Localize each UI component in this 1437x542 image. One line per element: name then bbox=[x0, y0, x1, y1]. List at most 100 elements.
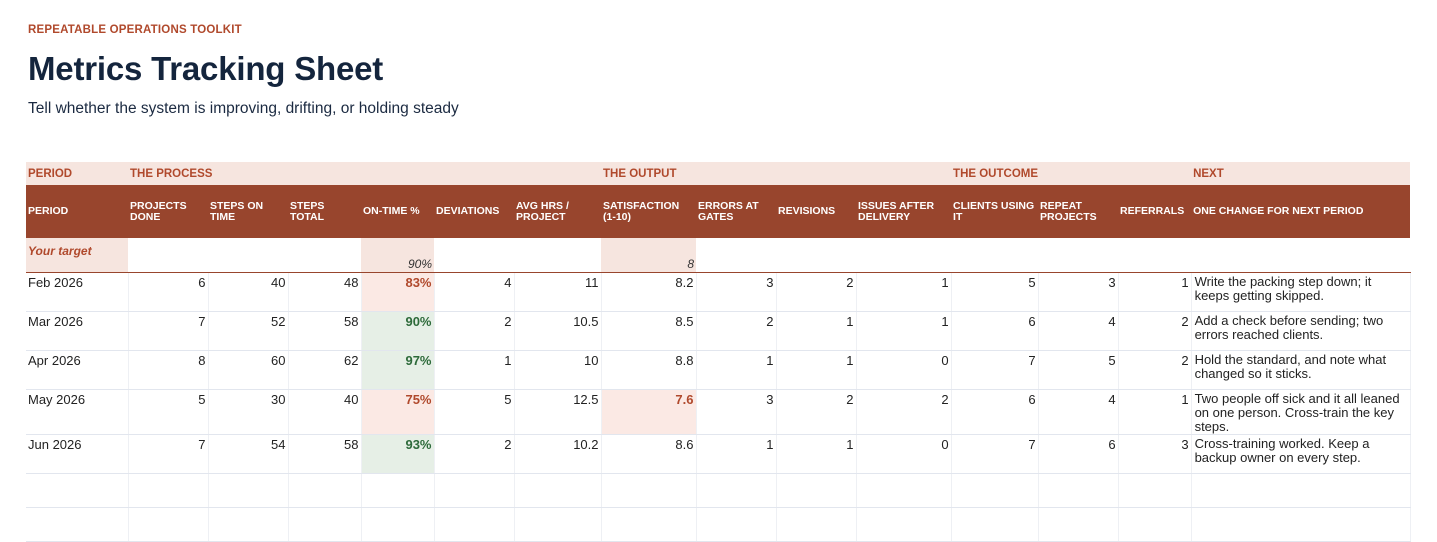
cell-change[interactable]: Write the packing step down; it keeps ge… bbox=[1191, 272, 1411, 312]
cell-steps-on-time[interactable]: 54 bbox=[208, 434, 289, 474]
cell-referrals[interactable]: 2 bbox=[1118, 350, 1192, 390]
cell-steps-on-time[interactable]: 40 bbox=[208, 272, 289, 312]
cell-period[interactable]: Apr 2026 bbox=[26, 350, 129, 390]
cell-change[interactable]: Add a check before sending; two errors r… bbox=[1191, 311, 1411, 351]
cell-errors[interactable]: 2 bbox=[696, 311, 777, 351]
cell-clients[interactable]: 7 bbox=[951, 350, 1039, 390]
col-on-time[interactable]: ON-TIME % bbox=[361, 185, 434, 238]
cell-change[interactable]: Cross-training worked. Keep a backup own… bbox=[1191, 434, 1411, 474]
cell-referrals[interactable]: 3 bbox=[1118, 434, 1192, 474]
cell-change[interactable]: Two people off sick and it all leaned on… bbox=[1191, 389, 1411, 435]
col-steps-total[interactable]: STEPS TOTAL bbox=[288, 185, 361, 238]
cell-satisfaction[interactable]: 7.6 bbox=[601, 389, 697, 435]
cell-steps-total[interactable]: 58 bbox=[288, 311, 362, 351]
col-avg-hrs[interactable]: AVG HRS / PROJECT bbox=[514, 185, 601, 238]
cell-errors[interactable]: 1 bbox=[696, 434, 777, 474]
cell-repeat[interactable]: 4 bbox=[1038, 311, 1119, 351]
cell-deviations[interactable]: 5 bbox=[434, 389, 515, 435]
cell-deviations[interactable]: 2 bbox=[434, 434, 515, 474]
col-clients[interactable]: CLIENTS USING IT bbox=[951, 185, 1039, 238]
cell-deviations[interactable]: 2 bbox=[434, 311, 515, 351]
cell-avg-hrs[interactable]: 10.5 bbox=[514, 311, 602, 351]
cell-projects-done[interactable]: 8 bbox=[128, 350, 209, 390]
target-on-time[interactable]: 90% bbox=[361, 238, 434, 273]
cell-clients[interactable]: 7 bbox=[951, 434, 1039, 474]
cell-projects-done[interactable]: 6 bbox=[128, 272, 209, 312]
section-header-row: PERIOD THE PROCESS THE OUTPUT THE OUTCOM… bbox=[26, 162, 1411, 185]
cell-change[interactable]: Hold the standard, and note what changed… bbox=[1191, 350, 1411, 390]
cell-avg-hrs[interactable]: 12.5 bbox=[514, 389, 602, 435]
cell-issues[interactable]: 0 bbox=[856, 434, 952, 474]
col-steps-on-time[interactable]: STEPS ON TIME bbox=[208, 185, 288, 238]
cell-period[interactable]: Mar 2026 bbox=[26, 311, 129, 351]
table-row: May 2026 5 30 40 75% 5 12.5 7.6 3 2 2 6 4 1 Two people… bbox=[26, 389, 1411, 435]
cell-revisions[interactable]: 2 bbox=[776, 389, 857, 435]
cell-revisions[interactable]: 2 bbox=[776, 272, 857, 312]
cell-referrals[interactable]: 1 bbox=[1118, 272, 1192, 312]
col-referrals[interactable]: REFERRALS bbox=[1118, 185, 1192, 238]
col-issues[interactable]: ISSUES AFTER DELIVERY bbox=[856, 185, 952, 238]
col-satisfaction[interactable]: SATISFACTION (1-10) bbox=[601, 185, 696, 238]
col-projects-done[interactable]: PROJECTS DONE bbox=[128, 185, 208, 238]
cell-deviations[interactable]: 4 bbox=[434, 272, 515, 312]
col-deviations[interactable]: DEVIATIONS bbox=[434, 185, 514, 238]
cell-steps-total[interactable]: 40 bbox=[288, 389, 362, 435]
cell-projects-done[interactable]: 5 bbox=[128, 389, 209, 435]
cell-satisfaction[interactable]: 8.6 bbox=[601, 434, 697, 474]
col-period[interactable]: PERIOD bbox=[26, 185, 128, 238]
cell-clients[interactable]: 6 bbox=[951, 311, 1039, 351]
cell-steps-total[interactable]: 62 bbox=[288, 350, 362, 390]
cell-repeat[interactable]: 6 bbox=[1038, 434, 1119, 474]
cell-avg-hrs[interactable]: 10 bbox=[514, 350, 602, 390]
cell-repeat[interactable]: 5 bbox=[1038, 350, 1119, 390]
cell-errors[interactable]: 1 bbox=[696, 350, 777, 390]
section-outcome: THE OUTCOME bbox=[951, 162, 1192, 185]
col-repeat[interactable]: REPEAT PROJECTS bbox=[1038, 185, 1119, 238]
cell-deviations[interactable]: 1 bbox=[434, 350, 515, 390]
cell-on-time[interactable]: 97% bbox=[361, 350, 435, 390]
cell-clients[interactable]: 5 bbox=[951, 272, 1039, 312]
cell-period[interactable]: Jun 2026 bbox=[26, 434, 129, 474]
cell-issues[interactable]: 1 bbox=[856, 311, 952, 351]
cell-satisfaction[interactable]: 8.2 bbox=[601, 272, 697, 312]
cell-steps-on-time[interactable]: 52 bbox=[208, 311, 289, 351]
cell-on-time[interactable]: 83% bbox=[361, 272, 435, 312]
cell-satisfaction[interactable]: 8.5 bbox=[601, 311, 697, 351]
cell-revisions[interactable]: 1 bbox=[776, 434, 857, 474]
cell-referrals[interactable]: 1 bbox=[1118, 389, 1192, 435]
cell-errors[interactable]: 3 bbox=[696, 389, 777, 435]
cell-on-time[interactable]: 90% bbox=[361, 311, 435, 351]
cell-avg-hrs[interactable]: 10.2 bbox=[514, 434, 602, 474]
section-period: PERIOD bbox=[26, 162, 128, 185]
cell-on-time[interactable]: 93% bbox=[361, 434, 435, 474]
cell-clients[interactable]: 6 bbox=[951, 389, 1039, 435]
cell-on-time[interactable]: 75% bbox=[361, 389, 435, 435]
cell-issues[interactable]: 0 bbox=[856, 350, 952, 390]
cell-steps-total[interactable]: 48 bbox=[288, 272, 362, 312]
col-change[interactable]: ONE CHANGE FOR NEXT PERIOD bbox=[1191, 185, 1411, 238]
cell-revisions[interactable]: 1 bbox=[776, 350, 857, 390]
cell-steps-on-time[interactable]: 30 bbox=[208, 389, 289, 435]
cell-projects-done[interactable]: 7 bbox=[128, 434, 209, 474]
col-revisions[interactable]: REVISIONS bbox=[776, 185, 856, 238]
cell-satisfaction[interactable]: 8.8 bbox=[601, 350, 697, 390]
cell-steps-on-time[interactable]: 60 bbox=[208, 350, 289, 390]
metrics-table: PERIOD THE PROCESS THE OUTPUT THE OUTCOM… bbox=[26, 162, 1411, 542]
cell-revisions[interactable]: 1 bbox=[776, 311, 857, 351]
col-errors[interactable]: ERRORS AT GATES bbox=[696, 185, 776, 238]
cell-period[interactable]: Feb 2026 bbox=[26, 272, 129, 312]
cell-issues[interactable]: 1 bbox=[856, 272, 952, 312]
column-header-row: PERIOD PROJECTS DONE STEPS ON TIME STEPS… bbox=[26, 185, 1411, 238]
cell-errors[interactable]: 3 bbox=[696, 272, 777, 312]
cell-issues[interactable]: 2 bbox=[856, 389, 952, 435]
cell-repeat[interactable]: 4 bbox=[1038, 389, 1119, 435]
cell-repeat[interactable]: 3 bbox=[1038, 272, 1119, 312]
cell-avg-hrs[interactable]: 11 bbox=[514, 272, 602, 312]
target-row: Your target 90% 8 bbox=[26, 238, 1411, 273]
cell-steps-total[interactable]: 58 bbox=[288, 434, 362, 474]
cell-projects-done[interactable]: 7 bbox=[128, 311, 209, 351]
cell-period[interactable]: May 2026 bbox=[26, 389, 129, 435]
target-satisfaction[interactable]: 8 bbox=[601, 238, 696, 273]
cell-referrals[interactable]: 2 bbox=[1118, 311, 1192, 351]
empty-row bbox=[26, 507, 1411, 542]
